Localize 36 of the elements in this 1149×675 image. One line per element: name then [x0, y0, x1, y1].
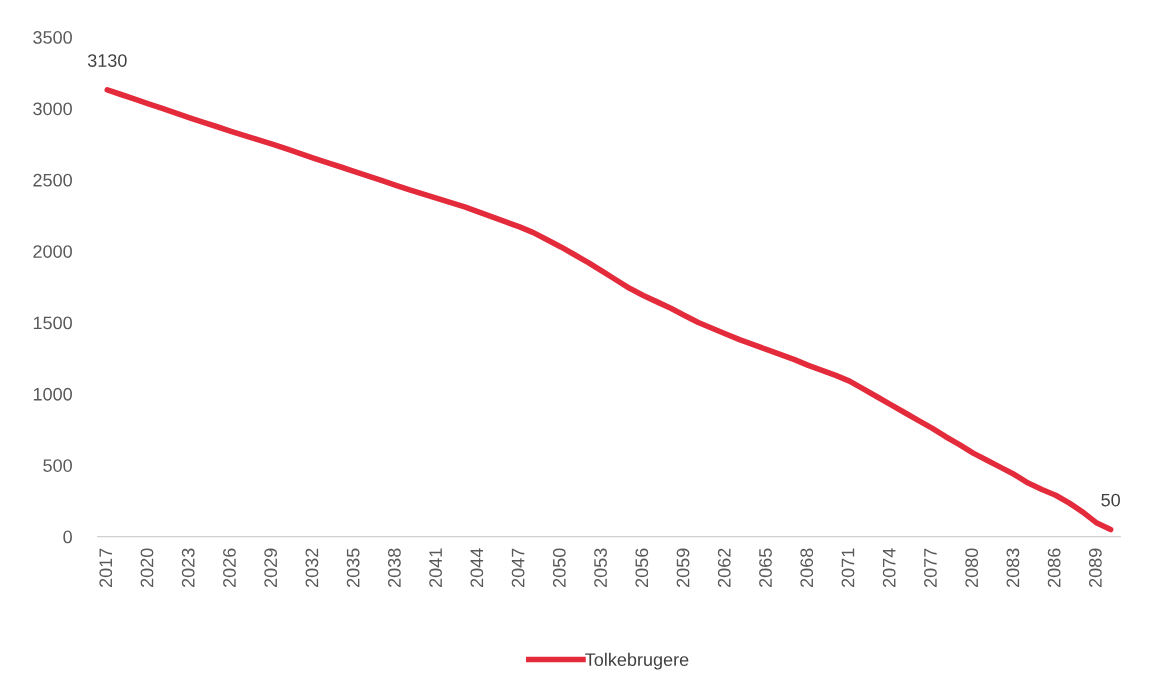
data-label: 3130: [87, 54, 127, 67]
y-tick-label: 1500: [33, 316, 72, 330]
x-tick-label: 2017: [99, 548, 113, 587]
x-tick-label: 2074: [882, 548, 896, 587]
x-tick-label: 2077: [924, 548, 937, 587]
x-tick-label: 2041: [429, 548, 443, 587]
y-tick-label: 2500: [33, 173, 72, 187]
x-tick-label: 2071: [841, 548, 855, 587]
x-tick-label: 2050: [552, 548, 566, 587]
x-tick-label: 2038: [387, 548, 401, 587]
x-tick-label: 2044: [470, 548, 484, 587]
x-tick-label: 2056: [635, 548, 649, 587]
y-tick-label: 3000: [33, 102, 72, 116]
legend-label: Tolkebrugere: [585, 652, 689, 670]
x-tick-label: 2062: [717, 548, 731, 587]
x-tick-label: 2029: [264, 548, 278, 587]
y-tick-label: 3500: [33, 31, 72, 44]
x-tick-label: 2065: [759, 548, 772, 587]
x-tick-label: 2080: [965, 548, 979, 587]
y-tick-label: 1000: [33, 387, 72, 401]
y-tick-label: 500: [43, 459, 72, 472]
x-tick-label: 2020: [140, 548, 154, 587]
y-tick-label: 2000: [33, 245, 72, 258]
x-tick-label: 2089: [1088, 548, 1102, 587]
x-tick-label: 2032: [305, 548, 319, 587]
x-tick-label: 2068: [800, 548, 814, 587]
x-tick-label: 2053: [594, 548, 607, 587]
x-tick-label: 2059: [676, 548, 690, 587]
x-tick-label: 2023: [181, 548, 195, 587]
x-tick-label: 2026: [223, 548, 236, 587]
data-label: 50: [1101, 493, 1120, 507]
x-tick-label: 2086: [1047, 548, 1061, 587]
x-tick-label: 2047: [511, 548, 525, 587]
y-tick-label: 0: [63, 530, 72, 544]
x-tick-label: 2035: [346, 548, 360, 587]
x-tick-label: 2083: [1006, 548, 1020, 587]
